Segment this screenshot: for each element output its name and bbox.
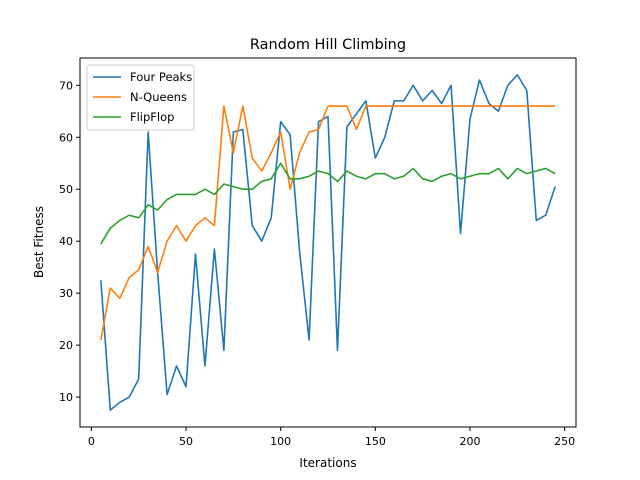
- y-tick-label: 50: [59, 183, 73, 196]
- chart-title: Random Hill Climbing: [250, 37, 406, 53]
- y-axis-label: Best Fitness: [32, 206, 46, 278]
- x-tick-label: 100: [270, 435, 291, 448]
- legend-label-n-queens: N-Queens: [130, 90, 187, 104]
- legend: Four Peaks N-Queens FlipFlop: [86, 64, 195, 131]
- axes-frame: [79, 57, 577, 428]
- legend-label-four-peaks: Four Peaks: [130, 70, 192, 84]
- series-lines: [100, 74, 556, 411]
- y-tick-label: 40: [59, 235, 73, 248]
- series-line-four-peaks: [100, 74, 556, 411]
- y-tick-label: 10: [59, 391, 73, 404]
- y-axis-ticks: 10 20 30 40 50 60 70: [59, 79, 80, 404]
- y-tick-label: 30: [59, 287, 73, 300]
- series-line-n-queens: [100, 105, 556, 341]
- x-tick-label: 0: [88, 435, 95, 448]
- x-tick-label: 50: [179, 435, 193, 448]
- y-tick-label: 20: [59, 339, 73, 352]
- legend-label-flipflop: FlipFlop: [130, 110, 174, 124]
- y-tick-label: 70: [59, 79, 73, 92]
- x-axis-label: Iterations: [299, 456, 356, 470]
- x-axis-ticks: 0 50 100 150 200 250: [88, 427, 575, 448]
- y-tick-label: 60: [59, 131, 73, 144]
- x-tick-label: 250: [554, 435, 575, 448]
- x-tick-label: 200: [459, 435, 480, 448]
- series-line-flipflop: [100, 162, 556, 245]
- legend-box: [86, 64, 195, 131]
- x-tick-label: 150: [365, 435, 386, 448]
